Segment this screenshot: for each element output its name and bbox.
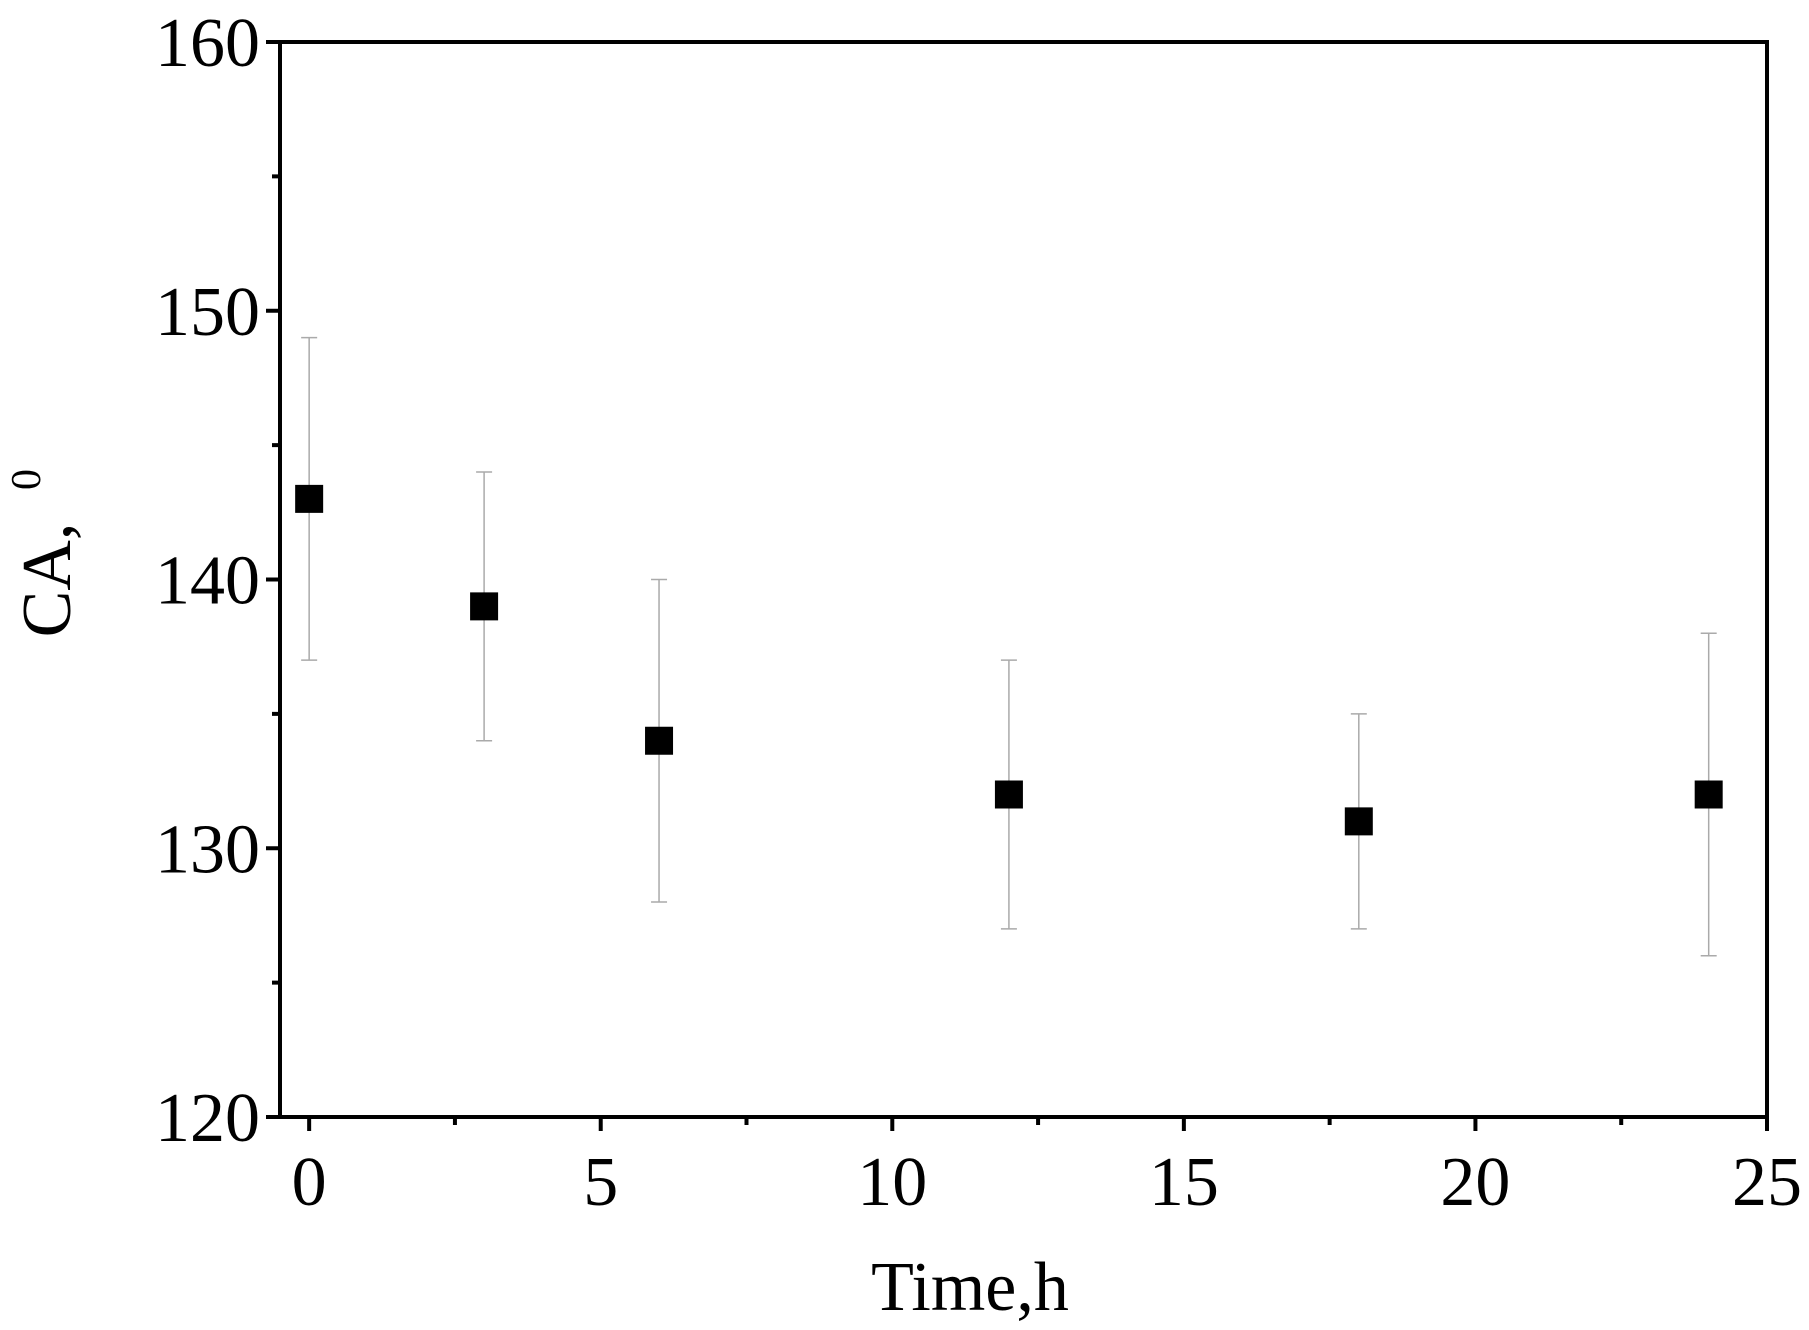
point bbox=[470, 592, 499, 621]
y-tick-label: 150 bbox=[155, 274, 260, 351]
point bbox=[994, 780, 1023, 809]
y-axis-title: CA, 0 bbox=[4, 469, 86, 637]
x-tick-label: 5 bbox=[583, 1144, 618, 1221]
point bbox=[645, 726, 674, 755]
y-tick-label: 160 bbox=[155, 5, 260, 82]
y-axis-label-sup: 0 bbox=[4, 469, 50, 490]
point bbox=[295, 484, 324, 513]
y-tick-label: 130 bbox=[155, 811, 260, 888]
y-tick-label: 140 bbox=[155, 543, 260, 620]
y-tick-label: 120 bbox=[155, 1080, 260, 1157]
x-tick-label: 25 bbox=[1732, 1144, 1802, 1221]
point bbox=[1344, 807, 1373, 836]
x-tick-label: 15 bbox=[1149, 1144, 1219, 1221]
x-tick-label: 20 bbox=[1440, 1144, 1510, 1221]
y-axis-label: CA, bbox=[9, 523, 86, 638]
plot-frame bbox=[278, 40, 1769, 1119]
x-tick-label: 10 bbox=[857, 1144, 927, 1221]
point bbox=[1694, 780, 1723, 809]
x-tick-label: 0 bbox=[292, 1144, 327, 1221]
x-axis-label: Time,h bbox=[871, 1249, 1069, 1326]
